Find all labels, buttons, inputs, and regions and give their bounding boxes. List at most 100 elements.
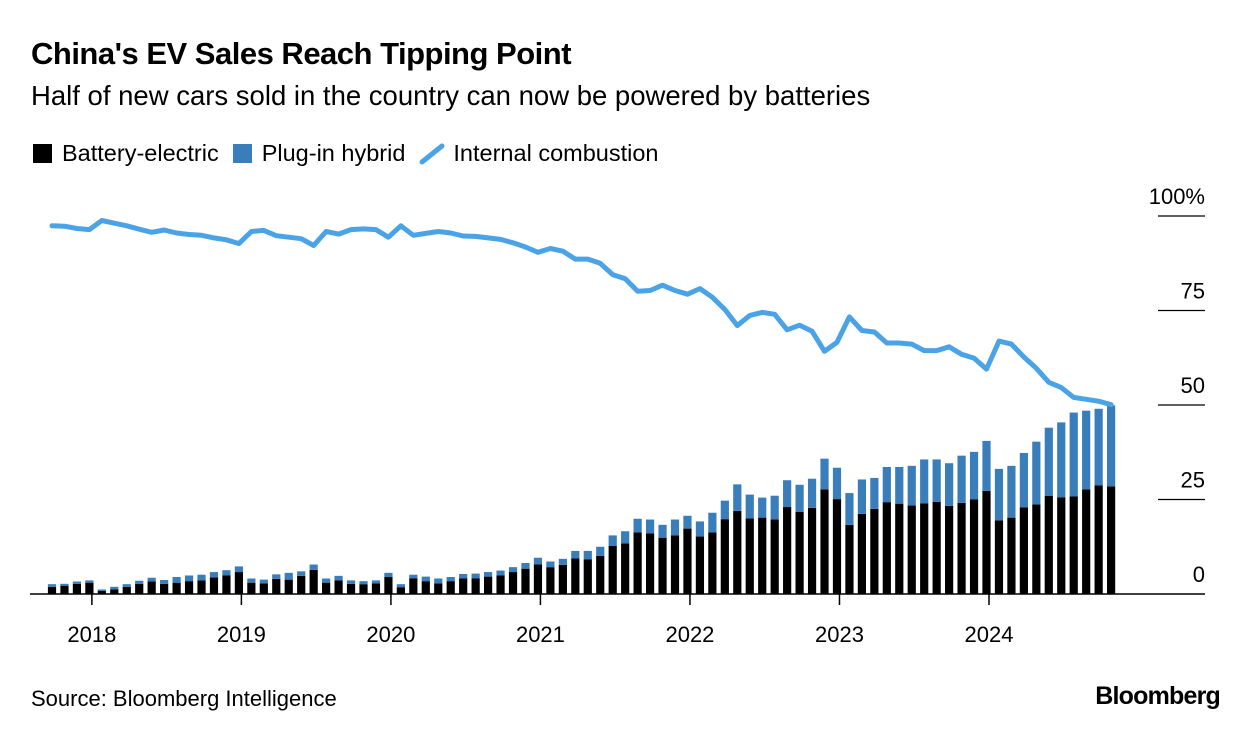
bar-battery-electric	[932, 501, 941, 594]
bar-battery-electric	[670, 535, 680, 594]
x-tick-label: 2022	[665, 622, 714, 647]
bar-battery-electric	[222, 575, 231, 594]
bar-battery-electric	[633, 532, 642, 594]
bar-battery-electric	[110, 589, 119, 594]
bar-plug-in-hybrid	[1019, 453, 1028, 508]
bar-plug-in-hybrid	[409, 574, 418, 579]
bar-plug-in-hybrid	[72, 581, 82, 584]
bar-battery-electric	[795, 511, 804, 594]
bar-battery-electric	[807, 507, 817, 594]
bar-plug-in-hybrid	[272, 574, 281, 579]
bar-battery-electric	[209, 577, 219, 594]
bar-plug-in-hybrid	[334, 575, 343, 581]
bar-battery-electric	[359, 584, 368, 594]
bar-plug-in-hybrid	[97, 589, 106, 591]
x-tick-label: 2018	[67, 622, 116, 647]
bar-plug-in-hybrid	[110, 586, 119, 590]
legend-label: Internal combustion	[453, 140, 659, 166]
line-internal-combustion	[49, 218, 1114, 408]
bar-plug-in-hybrid	[608, 535, 617, 546]
bar-plug-in-hybrid	[596, 546, 605, 556]
bar-battery-electric	[571, 558, 580, 594]
bar-plug-in-hybrid	[571, 550, 580, 559]
bar-battery-electric	[596, 555, 605, 594]
bar-battery-electric	[1094, 485, 1103, 594]
bar-plug-in-hybrid	[434, 578, 443, 584]
bar-plug-in-hybrid	[371, 580, 381, 584]
bar-plug-in-hybrid	[471, 573, 480, 579]
bar-plug-in-hybrid	[309, 564, 318, 570]
bar-plug-in-hybrid	[135, 580, 144, 584]
bar-battery-electric	[645, 533, 655, 594]
bar-battery-electric	[197, 580, 206, 594]
bar-plug-in-hybrid	[982, 440, 991, 491]
bar-battery-electric	[147, 581, 156, 594]
bar-battery-electric	[259, 583, 268, 594]
bar-plug-in-hybrid	[895, 466, 904, 504]
bar-battery-electric	[508, 572, 518, 594]
bar-battery-electric	[907, 505, 916, 594]
bar-battery-electric	[459, 578, 468, 594]
bar-plug-in-hybrid	[172, 576, 181, 583]
bar-battery-electric	[471, 578, 480, 594]
bar-battery-electric	[496, 575, 505, 594]
bar-plug-in-hybrid	[832, 467, 842, 500]
bar-battery-electric	[994, 520, 1004, 594]
x-tick-label: 2023	[815, 622, 864, 647]
x-tick-label: 2020	[366, 622, 415, 647]
bar-battery-electric	[708, 532, 717, 594]
bar-battery-electric	[783, 507, 792, 594]
y-tick-label: 75	[1181, 279, 1205, 304]
bar-plug-in-hybrid	[297, 571, 306, 576]
bar-battery-electric	[1007, 517, 1016, 594]
bar-plug-in-hybrid	[994, 468, 1004, 521]
bar-plug-in-hybrid	[733, 484, 742, 511]
bar-battery-electric	[272, 578, 281, 594]
bar-plug-in-hybrid	[322, 578, 331, 583]
bar-battery-electric	[396, 587, 405, 594]
bar-battery-electric	[583, 559, 592, 594]
bar-battery-electric	[1107, 486, 1116, 594]
bar-battery-electric	[832, 499, 842, 594]
bar-battery-electric	[820, 489, 829, 594]
x-tick-label: 2019	[217, 622, 266, 647]
bar-battery-electric	[982, 490, 991, 594]
bar-battery-electric	[870, 508, 879, 594]
bar-battery-electric	[409, 578, 418, 594]
bar-plug-in-hybrid	[184, 575, 194, 582]
legend-swatch-battery-electric	[33, 144, 52, 163]
bar-battery-electric	[720, 519, 729, 594]
bar-plug-in-hybrid	[446, 576, 455, 582]
bar-plug-in-hybrid	[1094, 408, 1103, 486]
bar-battery-electric	[621, 543, 630, 594]
x-tick-label: 2021	[516, 622, 565, 647]
bar-plug-in-hybrid	[969, 451, 979, 500]
bar-plug-in-hybrid	[234, 566, 243, 573]
bar-plug-in-hybrid	[1007, 465, 1016, 518]
bar-battery-electric	[969, 499, 979, 594]
bar-battery-electric	[558, 564, 567, 594]
bar-battery-electric	[658, 537, 667, 594]
bar-plug-in-hybrid	[945, 463, 954, 506]
bar-plug-in-hybrid	[645, 519, 655, 534]
bar-plug-in-hybrid	[1082, 410, 1091, 490]
bar-plug-in-hybrid	[222, 570, 231, 576]
bar-plug-in-hybrid	[1044, 427, 1053, 496]
bar-plug-in-hybrid	[508, 567, 518, 573]
y-tick-label: 25	[1181, 468, 1205, 493]
bar-plug-in-hybrid	[633, 518, 642, 533]
bar-battery-electric	[533, 564, 543, 594]
bar-battery-electric	[184, 581, 194, 594]
bar-battery-electric	[60, 585, 69, 594]
bar-battery-electric	[1044, 495, 1053, 594]
bar-plug-in-hybrid	[920, 459, 929, 504]
y-tick-label: 0	[1193, 562, 1205, 587]
bar-plug-in-hybrid	[546, 561, 555, 568]
bar-plug-in-hybrid	[670, 519, 680, 536]
bar-battery-electric	[334, 580, 343, 594]
bar-plug-in-hybrid	[122, 584, 131, 587]
bar-battery-electric	[882, 502, 891, 594]
bar-plug-in-hybrid	[745, 494, 754, 519]
bloomberg-logo: Bloomberg	[1095, 682, 1221, 710]
bar-battery-electric	[758, 517, 767, 594]
